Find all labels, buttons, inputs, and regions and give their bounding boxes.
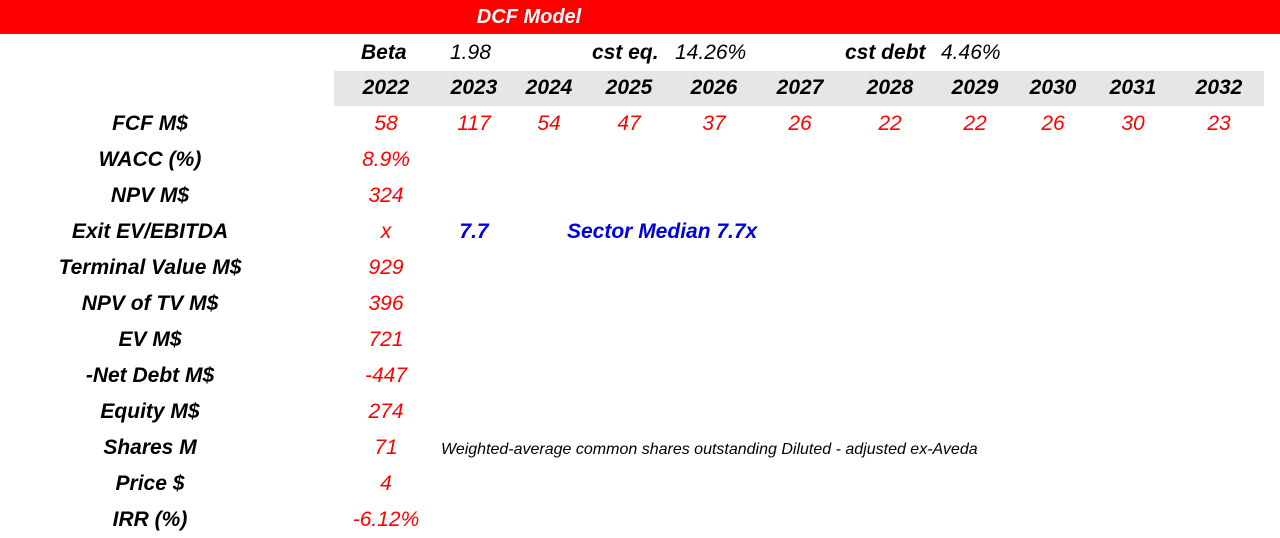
year-header-0: 2022 (362, 76, 410, 99)
years-header-band (334, 71, 1264, 106)
npv-tv-value: 396 (368, 292, 404, 315)
npv-label: NPV M$ (110, 184, 190, 207)
fcf-value-10: 23 (1207, 112, 1231, 135)
year-header-2: 2024 (525, 76, 573, 99)
npv-tv-label: NPV of TV M$ (81, 292, 219, 315)
year-header-9: 2031 (1109, 76, 1157, 99)
shares-label: Shares M (103, 436, 197, 459)
fcf-label: FCF M$ (112, 112, 188, 135)
terminal-value-value: 929 (368, 256, 404, 279)
shares-value: 71 (374, 436, 398, 459)
year-header-1: 2023 (450, 76, 498, 99)
wacc-label: WACC (%) (98, 148, 202, 171)
exit-multiple-label: Exit EV/EBITDA (71, 220, 229, 243)
npv-value: 324 (368, 184, 404, 207)
title-bar (0, 0, 1280, 34)
fcf-value-4: 37 (702, 112, 726, 135)
cost-debt-label: cst debt (845, 41, 926, 64)
wacc-value: 8.9% (362, 148, 410, 171)
fcf-value-0: 58 (374, 112, 398, 135)
year-header-8: 2030 (1029, 76, 1077, 99)
exit-multiple-value: x (380, 220, 392, 243)
year-header-4: 2026 (690, 76, 738, 99)
price-label: Price $ (115, 472, 185, 495)
cost-equity-value: 14.26% (675, 41, 747, 64)
terminal-value-label: Terminal Value M$ (58, 256, 242, 279)
price-value: 4 (380, 472, 392, 495)
cost-debt-value: 4.46% (941, 41, 1001, 64)
year-header-5: 2027 (776, 76, 824, 99)
equity-label: Equity M$ (100, 400, 200, 423)
irr-label: IRR (%) (112, 508, 188, 531)
equity-value: 274 (368, 400, 404, 423)
cost-equity-label: cst eq. (592, 41, 659, 64)
beta-value: 1.98 (450, 41, 491, 64)
fcf-value-1: 117 (457, 112, 491, 135)
shares-note: Weighted-average common shares outstandi… (441, 441, 978, 458)
net-debt-label: -Net Debt M$ (85, 364, 215, 387)
exit-multiple-number: 7.7 (459, 220, 489, 243)
beta-label: Beta (361, 41, 407, 64)
fcf-value-8: 26 (1041, 112, 1065, 135)
year-header-7: 2029 (951, 76, 999, 99)
fcf-value-2: 54 (537, 112, 561, 135)
fcf-value-7: 22 (963, 112, 987, 135)
fcf-value-6: 22 (878, 112, 902, 135)
sheet-title: DCF Model (476, 6, 582, 28)
year-header-6: 2028 (866, 76, 914, 99)
irr-value: -6.12% (352, 508, 420, 531)
fcf-value-9: 30 (1121, 112, 1145, 135)
ev-label: EV M$ (118, 328, 182, 351)
net-debt-value: -447 (364, 364, 408, 387)
year-header-3: 2025 (605, 76, 653, 99)
year-header-10: 2032 (1195, 76, 1243, 99)
ev-value: 721 (368, 328, 404, 351)
sector-median-note: Sector Median 7.7x (567, 220, 758, 243)
fcf-value-3: 47 (617, 112, 641, 135)
fcf-value-5: 26 (788, 112, 812, 135)
